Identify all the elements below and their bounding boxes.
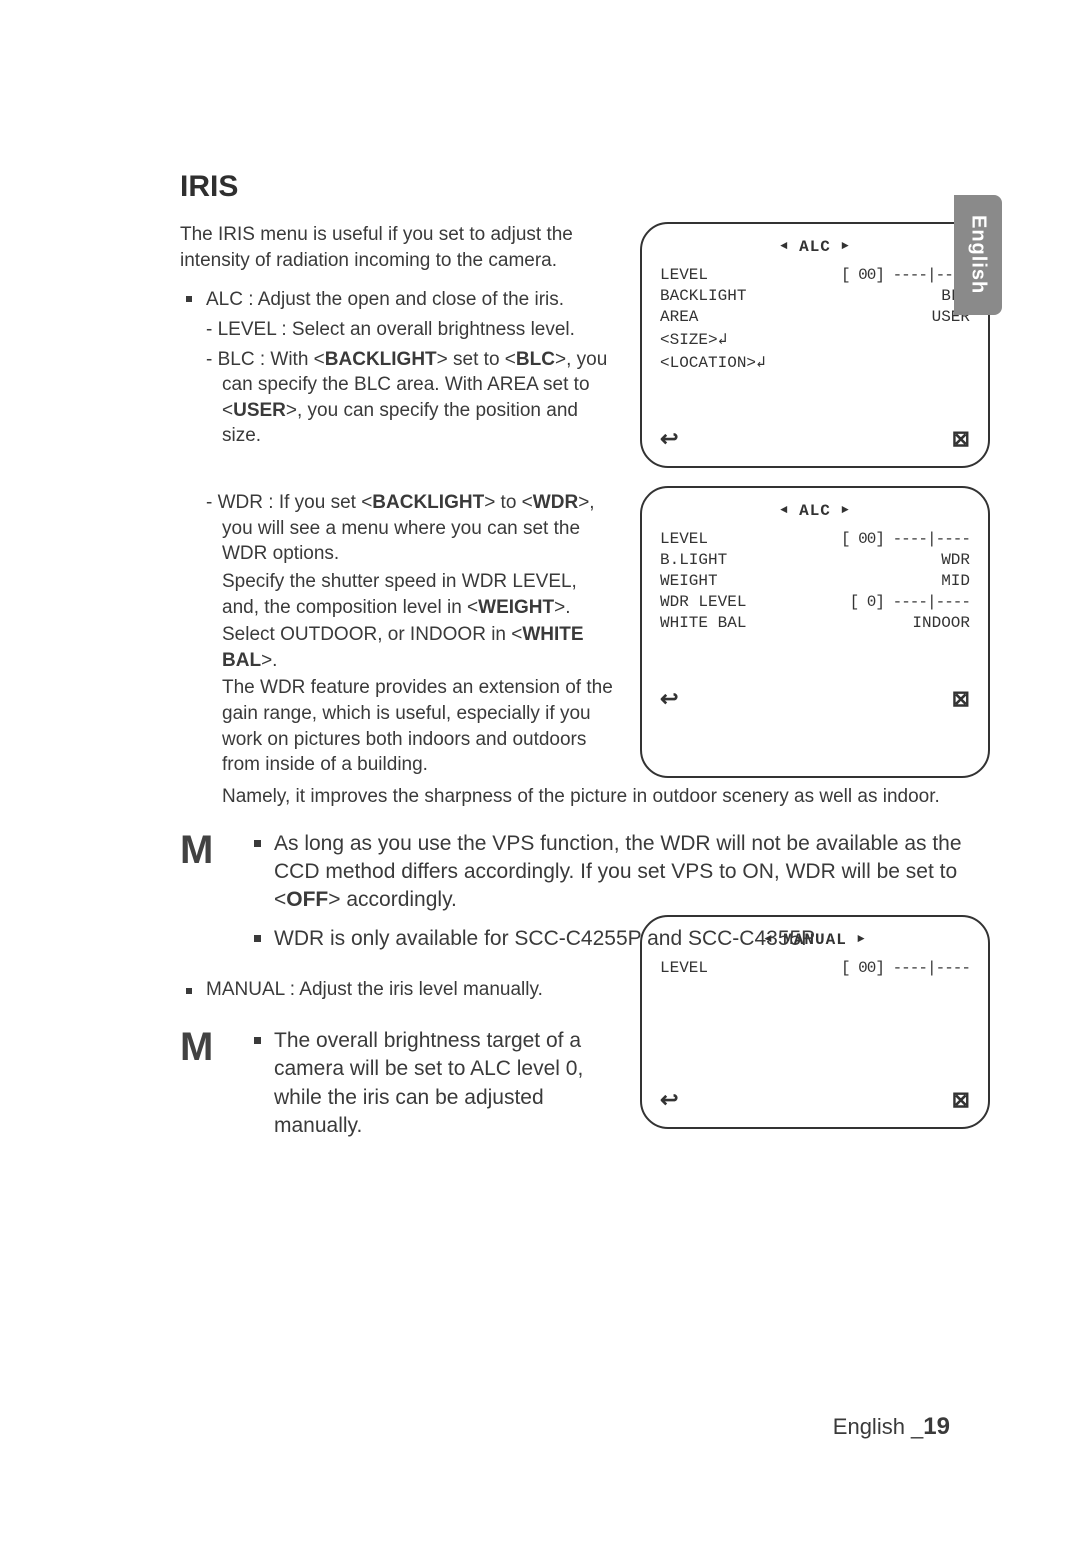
note1-item2: WDR is only available for SCC-C4255P and…: [252, 925, 990, 953]
panel2-row: WDR LEVEL[ 0] ----|----: [660, 593, 970, 611]
panel2-title: ◄ ALC ►: [660, 502, 970, 520]
panel1-row: <SIZE>↲: [660, 329, 970, 349]
iris-text-block-2: WDR : If you set <BACKLIGHT> to <WDR>, y…: [180, 486, 616, 778]
osd-panel-alc-wdr: ◄ ALC ► LEVEL[ 00] ----|---- B.LIGHTWDR …: [640, 486, 990, 778]
wdr-line4: The WDR feature provides an extension of…: [180, 675, 616, 778]
section-heading-iris: IRIS: [180, 170, 990, 204]
level-line: LEVEL : Select an overall brightness lev…: [180, 317, 616, 343]
panel1-row: LEVEL[ 00] ----|----: [660, 266, 970, 284]
note-mark-icon: M: [180, 830, 222, 870]
panel2-row: WHITE BALINDOOR: [660, 614, 970, 632]
end-icon: [952, 426, 970, 452]
language-tab-label: English: [967, 215, 990, 294]
end-icon: [952, 1087, 970, 1113]
iris-intro: The IRIS menu is useful if you set to ad…: [180, 222, 616, 273]
osd-panel-alc-blc: ◄ ALC ► LEVEL[ 00] ----|---- BACKLIGHTBL…: [640, 222, 990, 468]
note-block-1: M As long as you use the VPS function, t…: [180, 830, 990, 963]
return-icon: [660, 1087, 678, 1113]
wdr-line5: Namely, it improves the sharpness of the…: [180, 784, 990, 810]
wdr-line1: WDR : If you set <BACKLIGHT> to <WDR>, y…: [180, 490, 616, 567]
blc-line: BLC : With <BACKLIGHT> set to <BLC>, you…: [180, 347, 616, 450]
panel1-row: <LOCATION>↲: [660, 352, 970, 372]
panel1-row: BACKLIGHTBLC: [660, 287, 970, 305]
note-block-2: M The overall brightness target of a cam…: [180, 1027, 616, 1150]
return-icon: [660, 426, 678, 452]
panel2-row: WEIGHTMID: [660, 572, 970, 590]
panel1-title: ◄ ALC ►: [660, 238, 970, 256]
panel2-row: B.LIGHTWDR: [660, 551, 970, 569]
alc-line: ALC : Adjust the open and close of the i…: [180, 287, 616, 313]
panel1-row: AREAUSER: [660, 308, 970, 326]
note2-item: The overall brightness target of a camer…: [252, 1027, 616, 1140]
manual-line: MANUAL : Adjust the iris level manually.: [180, 979, 616, 1001]
return-icon: [660, 686, 678, 712]
note1-item1: As long as you use the VPS function, the…: [252, 830, 990, 915]
page-footer: English _19: [833, 1413, 950, 1441]
end-icon: [952, 686, 970, 712]
wdr-line3: Select OUTDOOR, or INDOOR in <WHITE BAL>…: [180, 622, 616, 673]
wdr-line2: Specify the shutter speed in WDR LEVEL, …: [180, 569, 616, 620]
iris-text-block-1: The IRIS menu is useful if you set to ad…: [180, 222, 616, 468]
language-tab: English: [954, 195, 1002, 315]
panel3-row: LEVEL[ 00] ----|----: [660, 959, 970, 977]
panel2-row: LEVEL[ 00] ----|----: [660, 530, 970, 548]
note-mark-icon: M: [180, 1027, 222, 1067]
